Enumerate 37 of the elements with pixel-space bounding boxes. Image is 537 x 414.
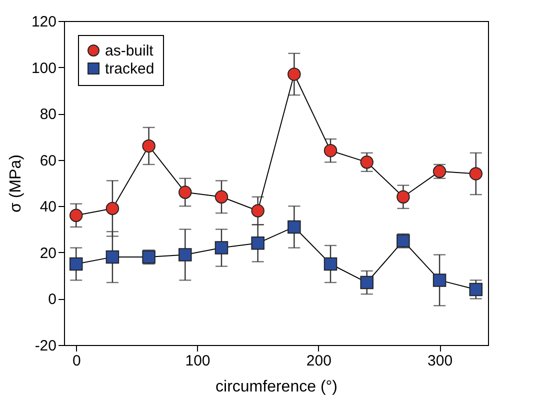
y-tick-label: 80: [40, 106, 56, 124]
x-tick-label: 0: [72, 352, 81, 370]
y-tick-label: -20: [34, 338, 56, 354]
y-tick-label: 40: [40, 198, 56, 216]
point: [178, 248, 192, 262]
point: [324, 257, 338, 271]
x-tick-label: 300: [428, 352, 453, 370]
point: [360, 276, 374, 290]
point: [142, 139, 156, 153]
point: [432, 274, 446, 287]
point: [288, 68, 301, 81]
point: [69, 257, 83, 271]
legend-label: as-built: [105, 42, 154, 60]
x-tick-label: 100: [185, 352, 210, 370]
point: [469, 282, 483, 296]
point: [251, 204, 264, 218]
legend-label: tracked: [105, 60, 154, 78]
x-tick-label: 200: [306, 352, 332, 370]
point: [360, 156, 374, 169]
point: [178, 186, 192, 199]
point: [396, 190, 410, 204]
point: [106, 250, 120, 264]
point: [288, 220, 301, 234]
point: [214, 241, 228, 254]
y-tick-label: 0: [48, 291, 56, 308]
x-axis-title: circumference (°): [216, 378, 338, 396]
y-tick-label: 100: [31, 60, 56, 77]
point: [251, 236, 264, 250]
point: [324, 144, 338, 158]
y-tick-label: 120: [31, 14, 56, 30]
y-tick-label: 20: [40, 244, 56, 262]
point: [69, 208, 83, 222]
y-axis-title: σ (MPa): [7, 154, 24, 212]
y-tick-label: 60: [40, 152, 56, 170]
point: [469, 167, 483, 180]
point: [214, 190, 228, 204]
point: [106, 202, 120, 216]
